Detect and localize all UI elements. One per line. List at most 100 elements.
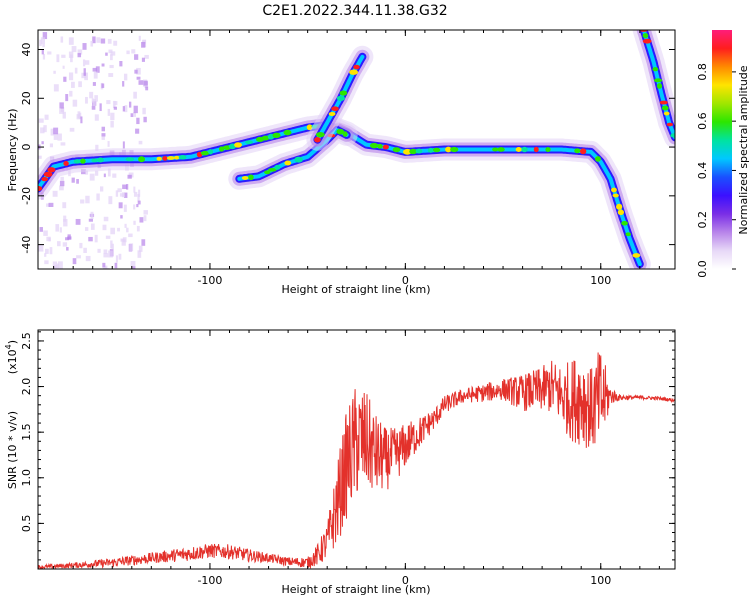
noise-speck (96, 193, 100, 201)
noise-speck (76, 179, 79, 184)
noise-speck (122, 184, 128, 190)
noise-speck (78, 112, 82, 120)
hot-spot (208, 149, 214, 155)
noise-speck (53, 70, 56, 74)
noise-speck (142, 40, 146, 44)
colorbar-ticks: 0.0 0.2 0.4 0.6 0.8 (696, 63, 736, 278)
noise-speck (72, 99, 78, 107)
hot-spot (670, 133, 675, 138)
hot-spot (178, 155, 187, 160)
spectrogram-ticks: -100 0 100 40 20 0 -20 -40 (20, 30, 675, 287)
noise-speck (126, 227, 129, 233)
snr-marks (38, 352, 675, 569)
noise-speck (88, 218, 93, 222)
noise-speck (99, 103, 102, 112)
hot-spot (574, 148, 581, 154)
noise-speck (133, 105, 138, 114)
noise-speck (56, 54, 60, 63)
noise-speck (96, 37, 101, 43)
noise-speck (110, 51, 116, 56)
noise-speck (62, 65, 65, 69)
noise-speck (117, 188, 122, 193)
noise-speck (79, 242, 83, 249)
noise-speck (114, 101, 118, 106)
noise-speck (103, 249, 108, 254)
noise-speck (94, 170, 99, 176)
hot-spot (656, 83, 663, 89)
hot-spot (382, 144, 389, 150)
noise-speck (128, 233, 133, 238)
noise-speck (53, 133, 58, 140)
noise-speck (38, 155, 42, 159)
noise-speck (75, 218, 81, 225)
noise-speck (85, 227, 89, 231)
noise-speck (134, 54, 139, 60)
hot-spot (659, 100, 668, 105)
noise-speck (84, 60, 90, 65)
hot-spot (245, 140, 253, 145)
noise-speck (101, 63, 105, 67)
hot-spot (336, 128, 345, 135)
noise-speck (100, 38, 106, 44)
hot-spot (261, 135, 270, 141)
noise-speck (49, 143, 54, 148)
noise-speck (85, 96, 88, 104)
hot-spot (47, 167, 56, 173)
noise-speck (105, 52, 108, 56)
noise-speck (71, 177, 75, 183)
noise-speck (141, 57, 145, 62)
noise-speck (141, 41, 146, 48)
spectrogram-panel: -100 0 100 40 20 0 -20 -40 Height of straight l… (6, 29, 676, 296)
snr-scale-label: (x104) (4, 340, 19, 374)
noise-speck (120, 215, 123, 219)
noise-speck (121, 192, 125, 198)
hot-spot (450, 146, 459, 153)
noise-speck (45, 248, 49, 254)
noise-speck (107, 108, 111, 116)
hot-spot (369, 142, 379, 149)
noise-speck (143, 116, 147, 123)
noise-speck (95, 66, 100, 73)
noise-speck (119, 61, 123, 67)
noise-speck (39, 227, 43, 232)
noise-speck (103, 173, 106, 178)
y-tick-label: 40 (20, 43, 33, 57)
y-tick-label: 0.5 (20, 515, 33, 533)
hot-spot (595, 156, 601, 162)
hot-spot (284, 160, 292, 166)
noise-speck (128, 101, 132, 108)
colorbar-gradient (712, 30, 732, 269)
noise-speck (138, 35, 141, 41)
noise-speck (108, 250, 113, 258)
hot-spot (616, 203, 623, 210)
spectrogram-ylabel: Frequency (Hz) (6, 109, 19, 192)
noise-speck (65, 237, 70, 241)
noise-speck (101, 126, 106, 132)
noise-speck (74, 67, 78, 74)
noise-speck (112, 100, 116, 109)
noise-speck (76, 255, 81, 259)
noise-speck (68, 37, 74, 45)
hot-spot (353, 64, 360, 70)
noise-speck (101, 133, 106, 137)
noise-speck (110, 120, 114, 128)
noise-speck (57, 241, 61, 247)
noise-speck (115, 190, 119, 197)
noise-speck (118, 253, 122, 260)
noise-speck (108, 49, 113, 54)
noise-speck (71, 81, 75, 88)
noise-speck (123, 204, 127, 212)
noise-speck (42, 44, 45, 48)
hot-spot (642, 38, 652, 44)
noise-speck (49, 247, 53, 255)
noise-speck (39, 39, 42, 46)
noise-speck (136, 117, 140, 125)
noise-speck (38, 244, 44, 252)
colorbar-tick-label: 0.8 (696, 63, 709, 81)
hot-spot (73, 159, 81, 164)
hot-spot (579, 148, 587, 155)
hot-spot (663, 111, 670, 116)
chart-title: C2E1.2022.344.11.38.G32 (262, 3, 447, 19)
hot-spot (272, 132, 281, 139)
